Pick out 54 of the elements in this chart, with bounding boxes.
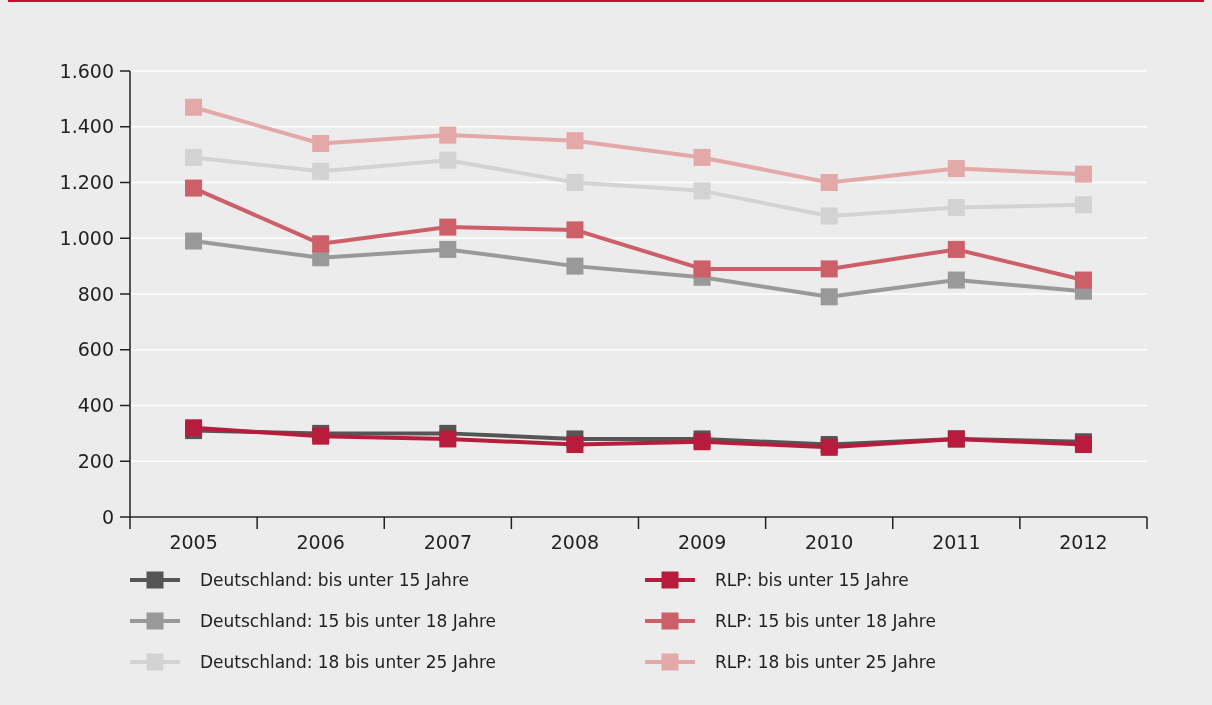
point (566, 132, 584, 150)
x-tick-label: 2012 (1059, 531, 1108, 553)
point (693, 260, 711, 278)
point (1074, 271, 1092, 289)
point (820, 288, 838, 306)
point (1074, 196, 1092, 214)
point (439, 218, 457, 236)
x-tick-label: 2008 (550, 531, 600, 553)
point (947, 240, 965, 258)
x-tick-label: 2011 (932, 531, 981, 553)
point (439, 240, 457, 258)
point (566, 436, 584, 454)
point (312, 235, 330, 253)
x-tick-label: 2007 (423, 531, 472, 553)
point (312, 134, 330, 152)
point (820, 207, 838, 225)
point (312, 162, 330, 180)
x-tick-label: 2005 (169, 531, 218, 553)
y-tick-label: 200 (77, 449, 114, 472)
x-tick-label: 2006 (296, 531, 345, 553)
legend-label: RLP: 15 bis unter 18 Jahre (715, 610, 936, 631)
point (820, 260, 838, 278)
x-tick-label: 2010 (805, 531, 854, 553)
point (566, 221, 584, 239)
point (693, 148, 711, 166)
x-tick-label: 2009 (677, 531, 727, 553)
point (185, 179, 203, 197)
point (439, 430, 457, 448)
point (566, 174, 584, 191)
point (693, 182, 711, 200)
point (439, 126, 457, 144)
point (439, 151, 457, 169)
point (947, 199, 965, 217)
y-tick-label: 1.400 (59, 115, 114, 138)
y-tick-label: 400 (77, 394, 114, 417)
point (947, 271, 965, 289)
y-tick-label: 0 (101, 505, 114, 528)
y-tick-label: 600 (77, 338, 114, 361)
point (1074, 165, 1092, 183)
point (185, 98, 203, 116)
legend-label: Deutschland: bis unter 15 Jahre (200, 569, 469, 590)
y-tick-label: 1.000 (59, 226, 114, 249)
point (185, 148, 203, 166)
point (947, 160, 965, 178)
legend-label: RLP: bis unter 15 Jahre (715, 569, 909, 590)
y-tick-label: 800 (77, 282, 114, 305)
legend-label: RLP: 18 bis unter 25 Jahre (715, 651, 936, 672)
legend-label: Deutschland: 18 bis unter 25 Jahre (200, 651, 496, 672)
y-tick-label: 1.600 (59, 59, 114, 82)
legend-label: Deutschland: 15 bis unter 18 Jahre (200, 610, 496, 631)
point (185, 232, 203, 250)
y-tick-label: 1.200 (59, 171, 114, 194)
point (820, 174, 838, 191)
point (566, 257, 584, 275)
